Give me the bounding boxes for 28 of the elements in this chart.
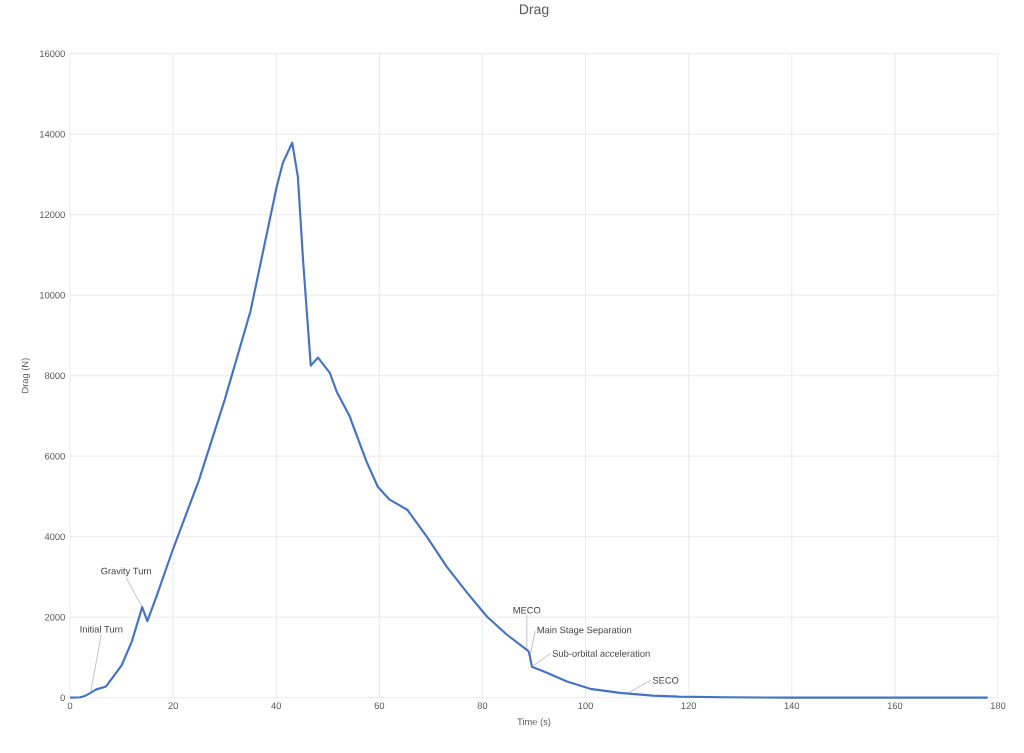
annotation: Initial Turn [80, 625, 123, 633]
y-tick-label: 16000 [40, 50, 65, 58]
annotation: Sub-orbital acceleration [552, 650, 650, 657]
y-tick-label: 2000 [44, 614, 65, 621]
x-tick-label: 60 [374, 702, 385, 710]
x-tick-label: 0 [67, 702, 73, 710]
y-tick-label: 0 [60, 694, 65, 702]
annotation: Main Stage Separation [537, 626, 632, 636]
y-tick-label: 12000 [40, 211, 65, 219]
x-tick-label: 40 [271, 702, 282, 710]
y-axis-title: Drag (N) [21, 358, 31, 393]
x-tick-label: 180 [990, 702, 1006, 710]
y-tick-label: 8000 [44, 372, 65, 380]
y-tick-label: 6000 [45, 453, 65, 460]
x-tick-label: 120 [681, 702, 697, 710]
annotation: SECO [652, 677, 679, 684]
chart-title: Drag [519, 4, 549, 18]
x-tick-label: 160 [887, 702, 903, 710]
x-tick-label: 100 [578, 702, 593, 710]
x-tick-label: 80 [477, 702, 488, 710]
annotation: Gravity Turn [101, 567, 152, 577]
y-tick-label: 10000 [40, 292, 65, 299]
y-tick-label: 4000 [44, 533, 65, 541]
annotation: MECO [513, 607, 541, 614]
x-tick-label: 20 [168, 702, 178, 710]
x-tick-label: 140 [784, 702, 800, 710]
x-axis-title: Time (s) [517, 718, 551, 727]
y-tick-label: 14000 [40, 131, 65, 138]
